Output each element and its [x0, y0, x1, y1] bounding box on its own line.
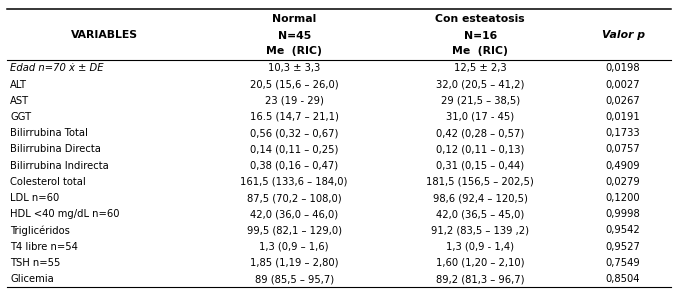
Text: 1,60 (1,20 – 2,10): 1,60 (1,20 – 2,10) [436, 258, 525, 268]
Text: 0,31 (0,15 – 0,44): 0,31 (0,15 – 0,44) [436, 161, 524, 171]
Text: 1,3 (0,9 – 1,6): 1,3 (0,9 – 1,6) [260, 242, 329, 252]
Text: 0,1200: 0,1200 [605, 193, 640, 203]
Text: TSH n=55: TSH n=55 [10, 258, 60, 268]
Text: 23 (19 - 29): 23 (19 - 29) [264, 96, 323, 106]
Text: 31,0 (17 - 45): 31,0 (17 - 45) [446, 112, 514, 122]
Text: HDL <40 mg/dL n=60: HDL <40 mg/dL n=60 [10, 209, 119, 219]
Text: 89,2 (81,3 – 96,7): 89,2 (81,3 – 96,7) [436, 274, 525, 284]
Text: 0,14 (0,11 – 0,25): 0,14 (0,11 – 0,25) [250, 144, 338, 154]
Text: 0,4909: 0,4909 [605, 161, 640, 171]
Text: AST: AST [10, 96, 29, 106]
Text: 0,56 (0,32 – 0,67): 0,56 (0,32 – 0,67) [250, 128, 338, 138]
Text: VARIABLES: VARIABLES [71, 30, 138, 40]
Text: 0,1733: 0,1733 [605, 128, 640, 138]
Text: Normal: Normal [272, 14, 316, 24]
Text: 32,0 (20,5 – 41,2): 32,0 (20,5 – 41,2) [436, 80, 524, 90]
Text: 87,5 (70,2 – 108,0): 87,5 (70,2 – 108,0) [247, 193, 342, 203]
Text: N=45: N=45 [277, 30, 311, 40]
Text: 0,0191: 0,0191 [605, 112, 641, 122]
Text: 0,9527: 0,9527 [605, 242, 641, 252]
Text: 10,3 ± 3,3: 10,3 ± 3,3 [268, 63, 320, 73]
Text: 0,8504: 0,8504 [606, 274, 640, 284]
Text: ALT: ALT [10, 80, 27, 90]
Text: 0,0279: 0,0279 [605, 177, 641, 187]
Text: 20,5 (15,6 – 26,0): 20,5 (15,6 – 26,0) [250, 80, 338, 90]
Text: 0,7549: 0,7549 [605, 258, 641, 268]
Text: Bilirrubina Directa: Bilirrubina Directa [10, 144, 101, 154]
Text: 0,9998: 0,9998 [605, 209, 641, 219]
Text: 12,5 ± 2,3: 12,5 ± 2,3 [454, 63, 506, 73]
Text: LDL n=60: LDL n=60 [10, 193, 60, 203]
Text: Bilirrubina Total: Bilirrubina Total [10, 128, 88, 138]
Text: 181,5 (156,5 – 202,5): 181,5 (156,5 – 202,5) [426, 177, 534, 187]
Text: 0,0027: 0,0027 [605, 80, 640, 90]
Text: 99,5 (82,1 – 129,0): 99,5 (82,1 – 129,0) [247, 225, 342, 236]
Text: Con esteatosis: Con esteatosis [435, 14, 525, 24]
Text: 0,38 (0,16 – 0,47): 0,38 (0,16 – 0,47) [250, 161, 338, 171]
Text: 0,12 (0,11 – 0,13): 0,12 (0,11 – 0,13) [436, 144, 524, 154]
Text: 161,5 (133,6 – 184,0): 161,5 (133,6 – 184,0) [241, 177, 348, 187]
Text: 0,0267: 0,0267 [605, 96, 641, 106]
Text: Bilirrubina Indirecta: Bilirrubina Indirecta [10, 161, 109, 171]
Text: 29 (21,5 – 38,5): 29 (21,5 – 38,5) [441, 96, 520, 106]
Text: 42,0 (36,0 – 46,0): 42,0 (36,0 – 46,0) [250, 209, 338, 219]
Text: GGT: GGT [10, 112, 31, 122]
Text: 0,0757: 0,0757 [605, 144, 641, 154]
Text: 1,3 (0,9 - 1,4): 1,3 (0,9 - 1,4) [446, 242, 514, 252]
Text: Me  (RIC): Me (RIC) [452, 46, 508, 56]
Text: 98,6 (92,4 – 120,5): 98,6 (92,4 – 120,5) [433, 193, 527, 203]
Text: 0,42 (0,28 – 0,57): 0,42 (0,28 – 0,57) [436, 128, 524, 138]
Text: Glicemia: Glicemia [10, 274, 54, 284]
Text: Valor p: Valor p [601, 30, 645, 40]
Text: Colesterol total: Colesterol total [10, 177, 86, 187]
Text: 16.5 (14,7 – 21,1): 16.5 (14,7 – 21,1) [250, 112, 338, 122]
Text: 0,0198: 0,0198 [605, 63, 640, 73]
Text: N=16: N=16 [464, 30, 497, 40]
Text: Triglicéridos: Triglicéridos [10, 225, 70, 236]
Text: 0,9542: 0,9542 [605, 225, 641, 236]
Text: 91,2 (83,5 – 139 ,2): 91,2 (83,5 – 139 ,2) [431, 225, 530, 236]
Text: T4 libre n=54: T4 libre n=54 [10, 242, 78, 252]
Text: Edad n=70 ẋ ± DE: Edad n=70 ẋ ± DE [10, 63, 104, 73]
Text: 1,85 (1,19 – 2,80): 1,85 (1,19 – 2,80) [250, 258, 338, 268]
Text: 42,0 (36,5 – 45,0): 42,0 (36,5 – 45,0) [436, 209, 524, 219]
Text: Me  (RIC): Me (RIC) [266, 46, 322, 56]
Text: 89 (85,5 – 95,7): 89 (85,5 – 95,7) [254, 274, 334, 284]
